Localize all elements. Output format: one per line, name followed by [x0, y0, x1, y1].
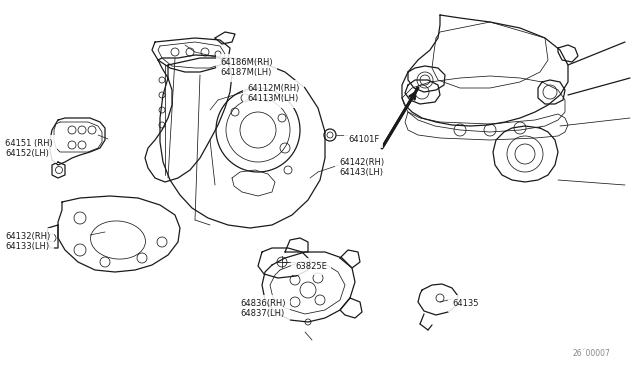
Text: 64186M(RH)
64187M(LH): 64186M(RH) 64187M(LH)	[220, 58, 273, 77]
Text: 64112M(RH)
64113M(LH): 64112M(RH) 64113M(LH)	[247, 84, 300, 103]
Text: 26´00007: 26´00007	[572, 349, 610, 358]
Text: 63825E: 63825E	[295, 262, 327, 271]
Text: 64142(RH)
64143(LH): 64142(RH) 64143(LH)	[339, 158, 384, 177]
Text: 64101F: 64101F	[348, 135, 380, 144]
Text: 64132(RH)
64133(LH): 64132(RH) 64133(LH)	[5, 232, 51, 251]
Text: 64151 (RH)
64152(LH): 64151 (RH) 64152(LH)	[5, 139, 52, 158]
Text: 64836(RH)
64837(LH): 64836(RH) 64837(LH)	[240, 299, 285, 318]
Text: 64135: 64135	[452, 299, 479, 308]
